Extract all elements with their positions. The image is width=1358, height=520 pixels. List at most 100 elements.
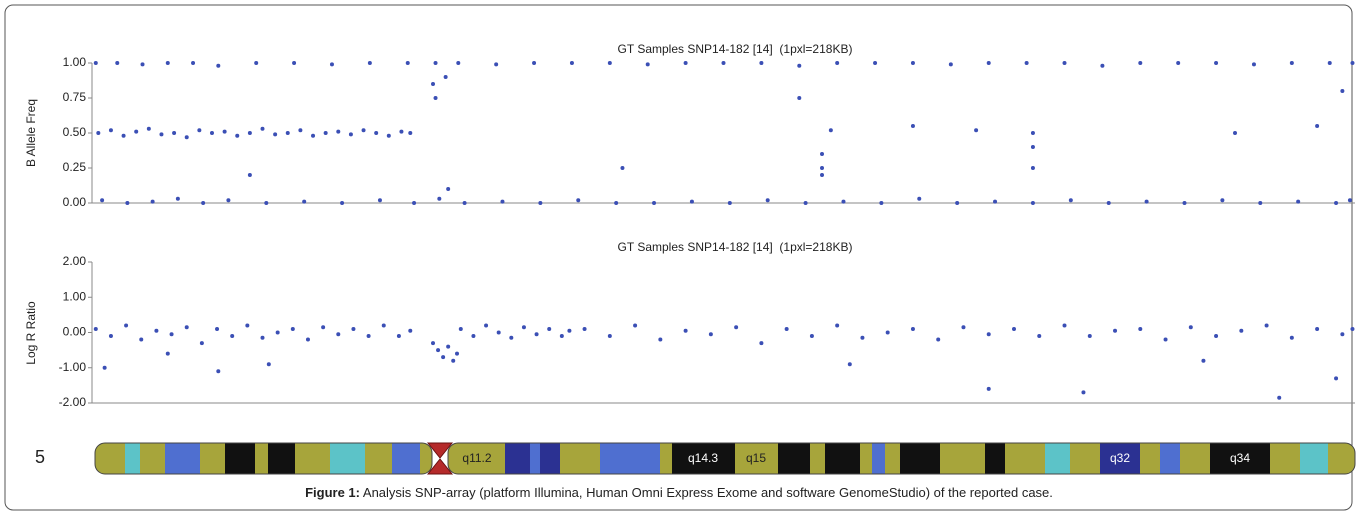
data-point [734, 325, 739, 330]
data-point [247, 173, 252, 177]
data-point [1030, 131, 1035, 135]
band [1270, 443, 1300, 474]
data-point [1011, 326, 1016, 331]
data-point [230, 334, 235, 339]
data-point [323, 131, 328, 135]
y-tick-label: 0.25 [63, 160, 87, 174]
data-point [986, 61, 991, 65]
data-point [1201, 358, 1206, 363]
data-point [885, 330, 890, 335]
data-point [197, 128, 202, 133]
data-point [351, 326, 356, 331]
data-point [431, 341, 436, 346]
data-point [532, 61, 537, 65]
data-point [1068, 198, 1073, 203]
data-point [784, 326, 789, 331]
data-point [184, 135, 189, 140]
band [1300, 443, 1328, 474]
data-point [292, 61, 297, 65]
data-point [124, 323, 129, 328]
data-point [321, 325, 326, 330]
band [872, 443, 885, 474]
band [505, 443, 530, 474]
data-point [1289, 61, 1294, 65]
data-point [1350, 61, 1355, 65]
band [900, 443, 940, 474]
data-point [455, 351, 460, 356]
data-point [374, 131, 379, 135]
band [95, 443, 125, 474]
data-point [134, 129, 139, 134]
data-point [559, 334, 564, 339]
y-tick-label: 1.00 [63, 289, 87, 303]
data-point [860, 335, 865, 340]
data-point [154, 328, 159, 333]
data-point [759, 341, 764, 346]
data-point [721, 61, 726, 65]
data-point [1277, 395, 1282, 400]
data-point [1188, 325, 1193, 330]
data-point [993, 199, 998, 204]
data-point [974, 128, 979, 133]
data-point [377, 198, 382, 203]
data-point [683, 328, 688, 333]
data-point [1350, 326, 1355, 331]
band [1328, 443, 1355, 474]
data-point [1239, 328, 1244, 333]
y-tick-label: 1.00 [63, 55, 87, 69]
data-point [645, 62, 650, 67]
data-point [1220, 198, 1225, 203]
data-point [658, 337, 663, 342]
band [672, 443, 735, 474]
data-point [607, 334, 612, 339]
data-point [689, 199, 694, 204]
band [1210, 443, 1270, 474]
band [825, 443, 860, 474]
data-point [1251, 62, 1256, 67]
data-point [614, 201, 619, 205]
data-point [948, 62, 953, 67]
data-point [1138, 326, 1143, 331]
data-point [108, 128, 113, 133]
data-point [1258, 201, 1263, 205]
data-point [311, 133, 316, 138]
data-point [1289, 335, 1294, 340]
y-tick-label: 0.00 [63, 325, 87, 339]
data-point [199, 341, 204, 346]
band [255, 443, 268, 474]
data-point [1024, 61, 1029, 65]
data-point [191, 61, 196, 65]
y-tick-label: 2.00 [63, 254, 87, 268]
chart-title: GT Samples SNP14-182 [14] (1pxl=218KB) [618, 240, 853, 254]
arm-outline [447, 442, 1356, 475]
data-point [936, 337, 941, 342]
data-point [683, 61, 688, 65]
caption-text: Analysis SNP-array (platform Illumina, H… [360, 485, 1053, 500]
data-point [260, 335, 265, 340]
data-point [175, 196, 180, 201]
band [365, 443, 392, 474]
data-point [361, 128, 366, 133]
band [268, 443, 295, 474]
data-point [235, 133, 240, 138]
data-point [245, 323, 250, 328]
data-point [366, 334, 371, 339]
band [392, 443, 420, 474]
data-point [1030, 145, 1035, 149]
data-point [367, 61, 372, 65]
band [940, 443, 985, 474]
y-tick-label: -2.00 [59, 395, 87, 409]
y-tick-label: 0.00 [63, 195, 87, 209]
data-point [576, 198, 581, 203]
y-axis-label: B Allele Freq [24, 99, 38, 167]
band-label: q34 [1230, 451, 1250, 465]
data-point [285, 131, 290, 135]
data-point [1327, 61, 1332, 65]
data-point [1037, 334, 1042, 339]
band [165, 443, 200, 474]
data-point [765, 198, 770, 203]
data-point [828, 128, 833, 133]
data-point [266, 362, 271, 367]
data-point [336, 129, 341, 134]
data-point [1347, 198, 1352, 203]
